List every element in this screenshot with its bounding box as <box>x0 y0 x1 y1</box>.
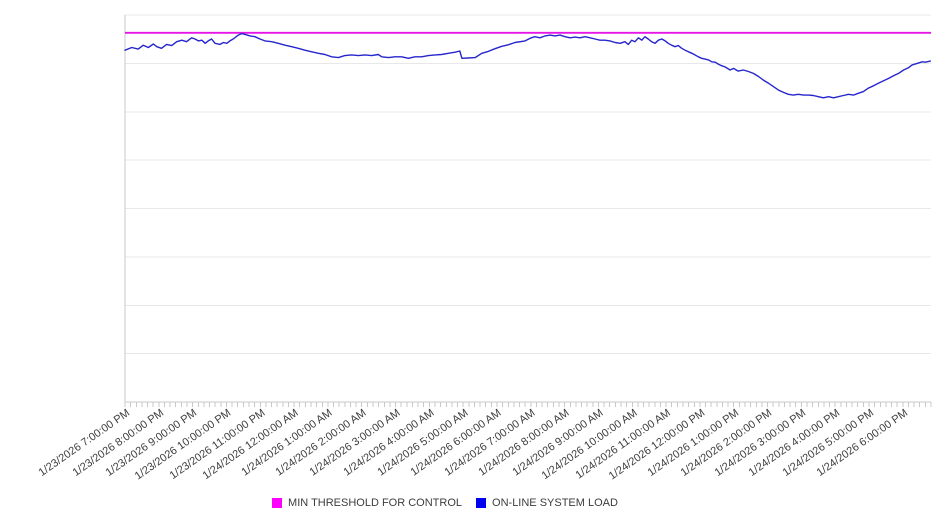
legend-item-min-threshold[interactable]: MIN THRESHOLD FOR CONTROL <box>272 497 462 509</box>
legend-label-min-threshold: MIN THRESHOLD FOR CONTROL <box>288 497 463 509</box>
legend-label-system-load: ON-LINE SYSTEM LOAD <box>492 497 618 509</box>
legend-item-system-load[interactable]: ON-LINE SYSTEM LOAD <box>476 497 618 509</box>
legend-swatch-min-threshold <box>272 498 283 508</box>
legend: MIN THRESHOLD FOR CONTROL ON-LINE SYSTEM… <box>0 497 918 509</box>
on-line-system-load-line <box>124 32 931 99</box>
plot-area <box>124 14 932 407</box>
legend-swatch-system-load <box>476 498 487 508</box>
